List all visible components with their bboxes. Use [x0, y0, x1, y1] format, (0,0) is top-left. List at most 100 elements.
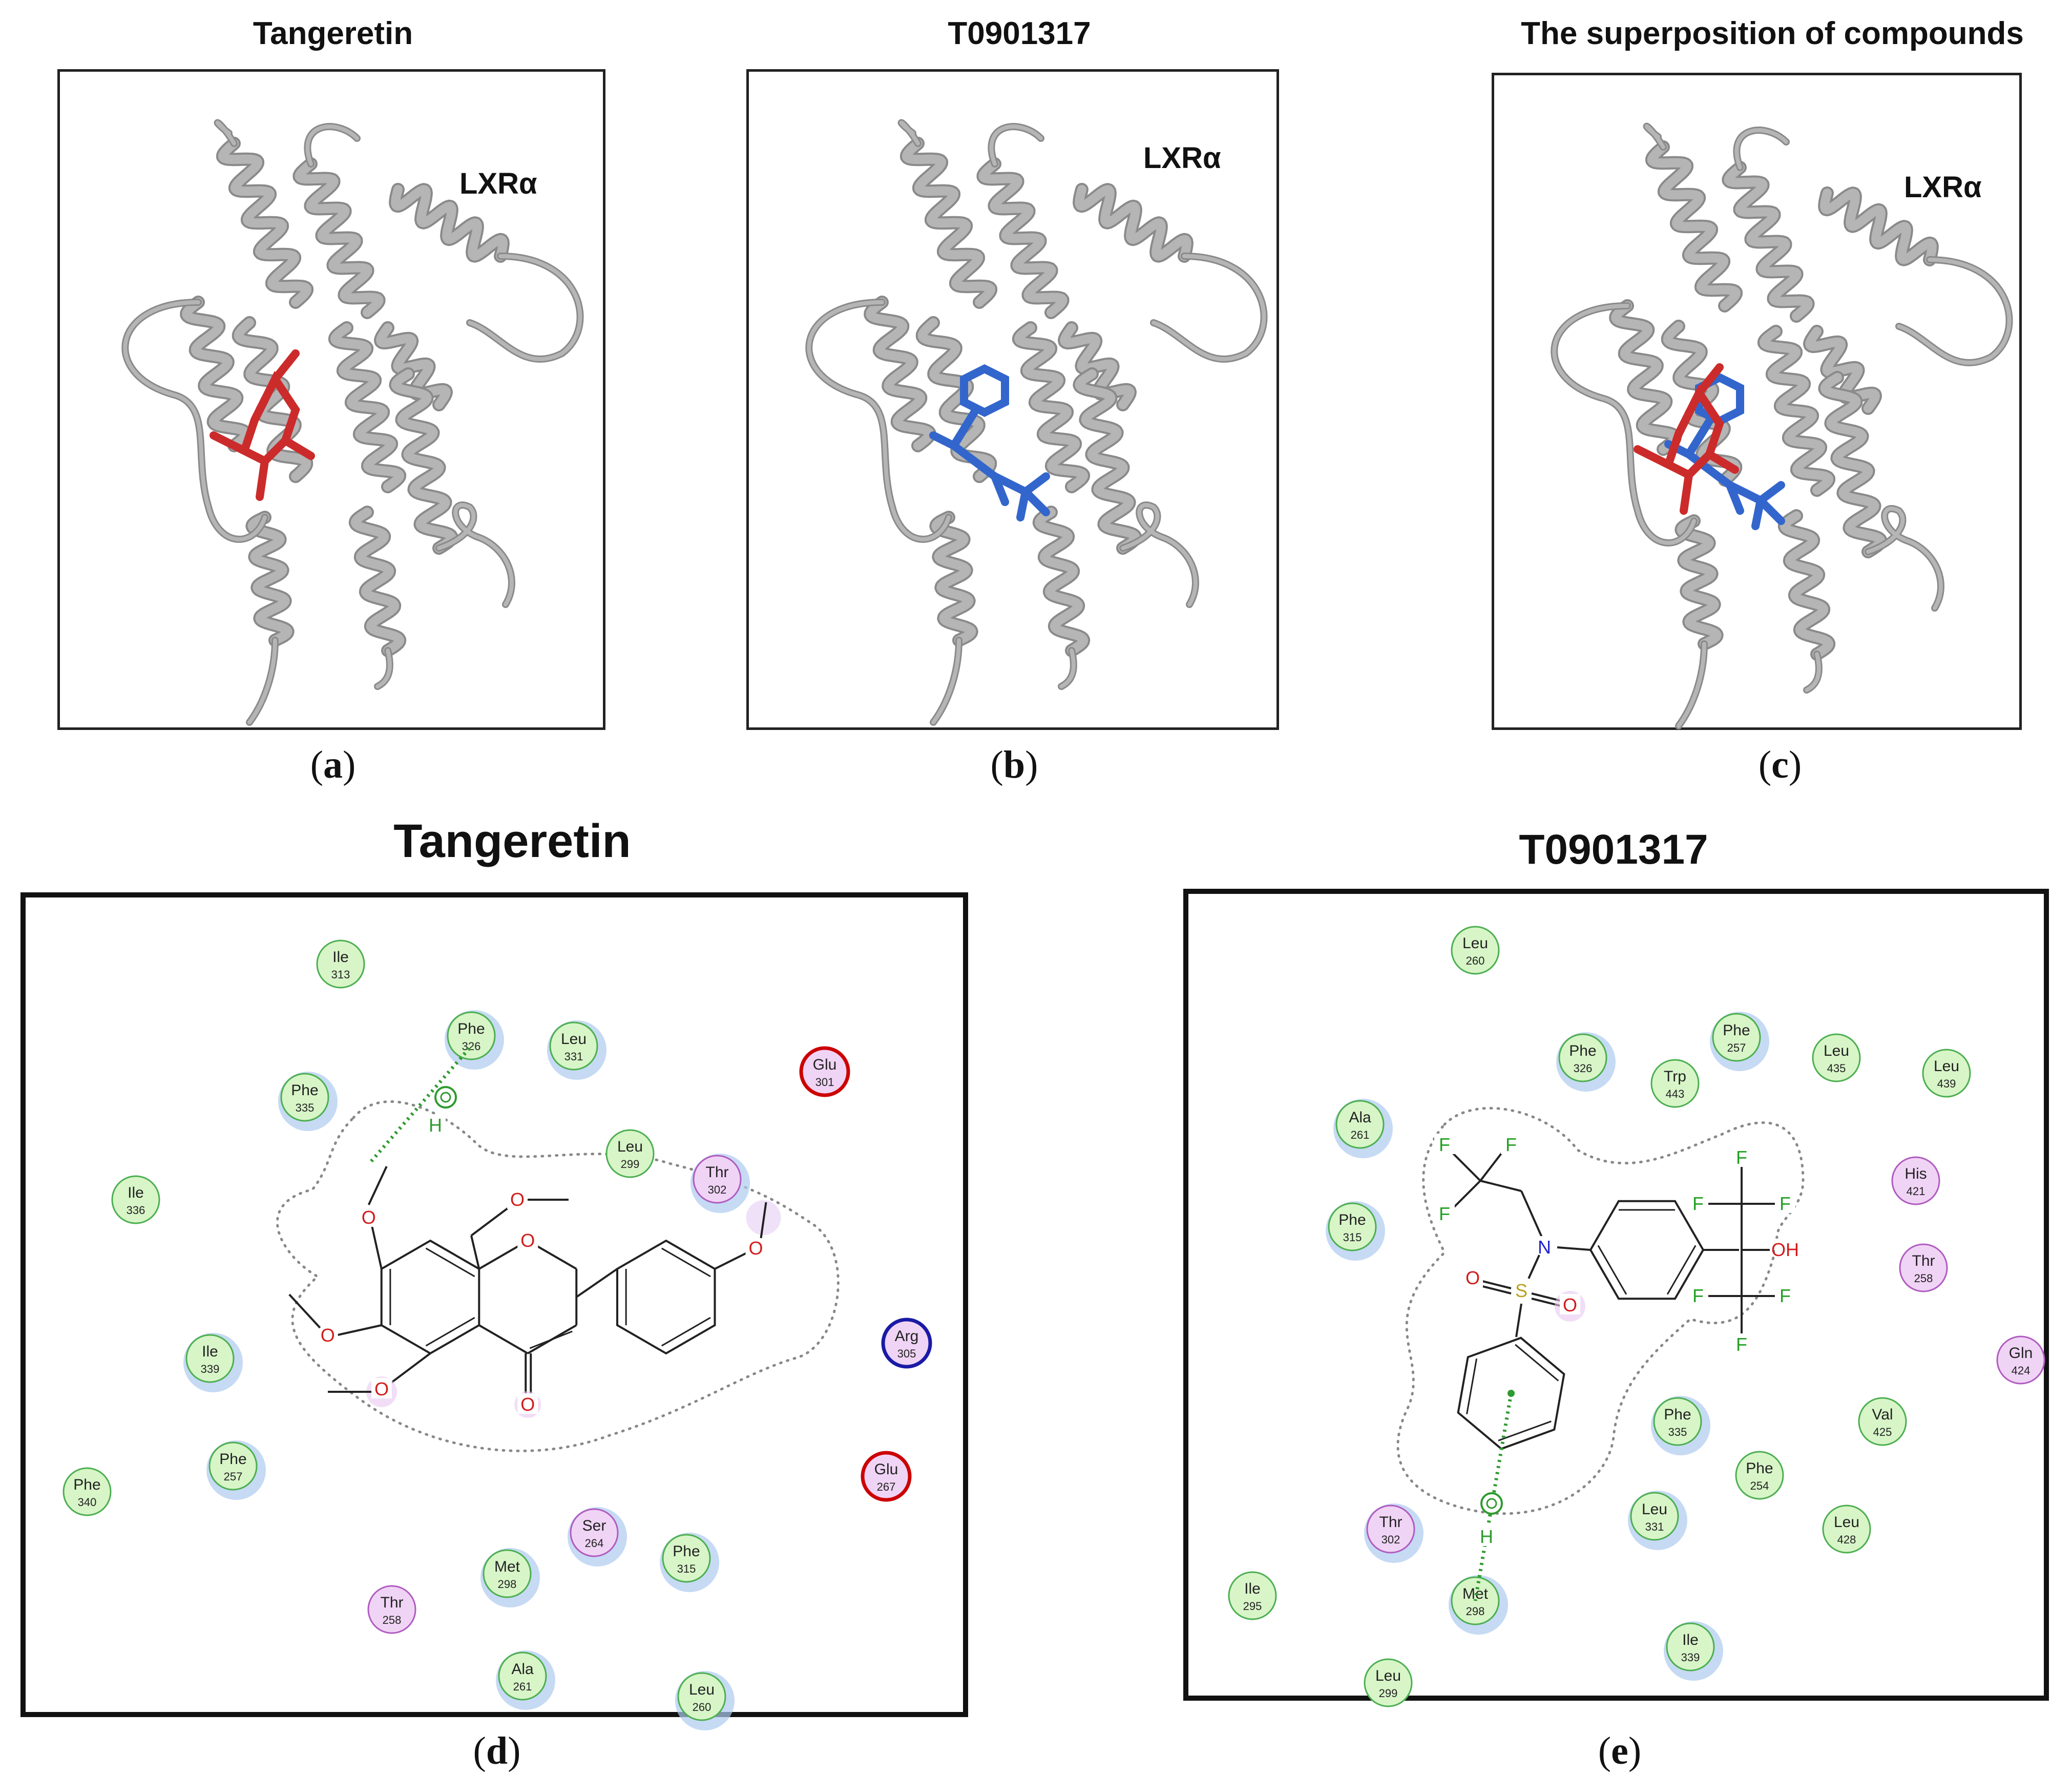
panel-e-frame: Leu 260 Phe 257 Phe 326 Trp 443 Leu 435 Leu 439 Ala 2… [1183, 889, 2049, 1707]
fluorine-8-bg [1775, 1285, 1795, 1305]
fluorine-7-bg [1688, 1285, 1708, 1305]
panel-b-caption: (b) [990, 743, 1038, 786]
residue-disc [1735, 1451, 1784, 1500]
panel-d-frame: Ile 313 Phe 326 Leu 331 Glu 301 Phe 335 Leu 299 Thr 3… [20, 892, 968, 1730]
residue-number: 428 [1837, 1533, 1856, 1546]
residue-number: 335 [296, 1101, 315, 1114]
para-methoxy-oxygen-bg [745, 1237, 766, 1258]
panel-b-title: T0901317 [948, 16, 1091, 51]
loop-7-highlight [1805, 652, 1821, 692]
helix-3-highlight [1820, 189, 1937, 264]
residue-leu-439: Leu 439 [1922, 1049, 1971, 1098]
binding-pocket-outline [276, 1100, 840, 1452]
loop-6-highlight [247, 638, 277, 724]
aromatic-centroid-inner [1486, 1498, 1497, 1509]
residue-number: 335 [1668, 1426, 1687, 1438]
residue-disc [1630, 1492, 1679, 1541]
loop-1-highlight [215, 120, 236, 145]
panel-c-protein-label: LXRα [1904, 171, 1982, 204]
methoxy-oxygen-3: O [321, 1325, 335, 1346]
carbonyl-oxygen: O [520, 1394, 535, 1415]
residue-number: 260 [1466, 954, 1485, 967]
bond [1525, 1255, 1540, 1284]
residue-name: Phe [1338, 1211, 1366, 1228]
residue-number: 425 [1873, 1426, 1892, 1438]
panel-d-title: Tangeretin [393, 815, 631, 867]
methoxy-oxygen-1-bg [358, 1206, 379, 1227]
residue-val-425: Val 425 [1858, 1397, 1907, 1446]
loop-3-highlight [807, 300, 951, 541]
interaction-hydrogen-bg [425, 1114, 446, 1135]
residue-number: 331 [564, 1050, 583, 1063]
sulfonyl-oxygen-2: O [1563, 1294, 1577, 1315]
residue-name: Leu [1934, 1058, 1959, 1075]
nitrogen-bg [1534, 1236, 1555, 1257]
residue-name: Phe [673, 1543, 700, 1560]
loop-4 [1150, 253, 1268, 363]
helix-4-highlight [1611, 301, 1680, 454]
aromatic-centroid-icon [1480, 1492, 1503, 1515]
bond [470, 1235, 480, 1269]
residue-name: Leu [561, 1031, 587, 1048]
residue-number: 299 [1379, 1687, 1398, 1700]
fluorine-5: F [1780, 1193, 1791, 1214]
residue-number: 260 [693, 1701, 711, 1714]
residue-number: 305 [897, 1347, 916, 1360]
helix-2-highlight [1724, 163, 1813, 321]
residue-phe-340: Phe 340 [62, 1467, 112, 1516]
residue-name: Leu [617, 1138, 643, 1155]
residue-name: Phe [219, 1451, 246, 1468]
helix-4-highlight [866, 298, 934, 450]
residue-name: Ile [128, 1184, 144, 1201]
residue-number: 257 [1727, 1041, 1746, 1054]
fluorine-2-bg [1501, 1134, 1521, 1154]
loop-6-highlight [1677, 642, 1706, 728]
residue-phe-257: Phe 257 [206, 1440, 266, 1500]
aromatic-centroid-icon [434, 1086, 457, 1109]
residue-trp-443: Trp 443 [1650, 1059, 1700, 1108]
helix-9-highlight [931, 513, 976, 645]
residue-name: Phe [291, 1082, 318, 1099]
methoxy-oxygen-4-bg [371, 1378, 392, 1398]
loop-2-highlight [1734, 128, 1788, 170]
residue-name: Ile [1244, 1580, 1261, 1597]
ring-c [616, 1239, 716, 1355]
residue-number: 339 [1681, 1651, 1700, 1664]
residue-disc [1812, 1033, 1861, 1082]
residue-leu-331: Leu 331 [1628, 1491, 1687, 1550]
residue-name: Thr [1379, 1514, 1403, 1531]
residue-disc [208, 1441, 258, 1491]
ring-a-double-bond [425, 1247, 475, 1278]
loop-4 [1895, 256, 2013, 367]
loop-4 [466, 253, 584, 363]
residue-number: 295 [1243, 1600, 1262, 1613]
residue-number: 261 [513, 1680, 532, 1693]
residue-number: 258 [1914, 1272, 1933, 1285]
residue-name: His [1904, 1165, 1927, 1182]
helix-1-highlight [902, 139, 995, 307]
residue-number: 331 [1645, 1520, 1664, 1533]
residue-name: Leu [1642, 1501, 1667, 1518]
panel-e-caption: (e) [1598, 1729, 1642, 1772]
residue-number: 340 [78, 1496, 97, 1509]
panel-d-diagram: Ile 313 Phe 326 Leu 331 Glu 301 Phe 335 Leu 299 Thr 3… [62, 939, 932, 1730]
helix-8-highlight [1075, 369, 1140, 553]
residue-number: 326 [1574, 1062, 1593, 1075]
residue-name: Thr [706, 1164, 729, 1181]
residue-number: 336 [127, 1204, 145, 1217]
residue-disc [447, 1011, 496, 1060]
helix-10-highlight [1034, 508, 1089, 655]
residue-name: Phe [1569, 1042, 1596, 1059]
residue-disc [1822, 1505, 1871, 1554]
panel-e-title: T0901317 [1519, 826, 1708, 873]
residue-ala-261: Ala 261 [496, 1650, 555, 1710]
residue-number: 258 [383, 1614, 402, 1626]
residue-name: Glu [813, 1056, 837, 1073]
helix-9-highlight [247, 513, 292, 645]
residue-disc [1335, 1100, 1385, 1149]
residue-number: 326 [462, 1040, 481, 1053]
fluorine-2: F [1505, 1134, 1517, 1155]
benzenesulfonyl-ring-double-bond [1466, 1359, 1478, 1414]
t0901317-structure: F F F N S O O F F F OH F F F [1434, 1134, 1799, 1450]
loop-2-highlight [989, 124, 1043, 166]
